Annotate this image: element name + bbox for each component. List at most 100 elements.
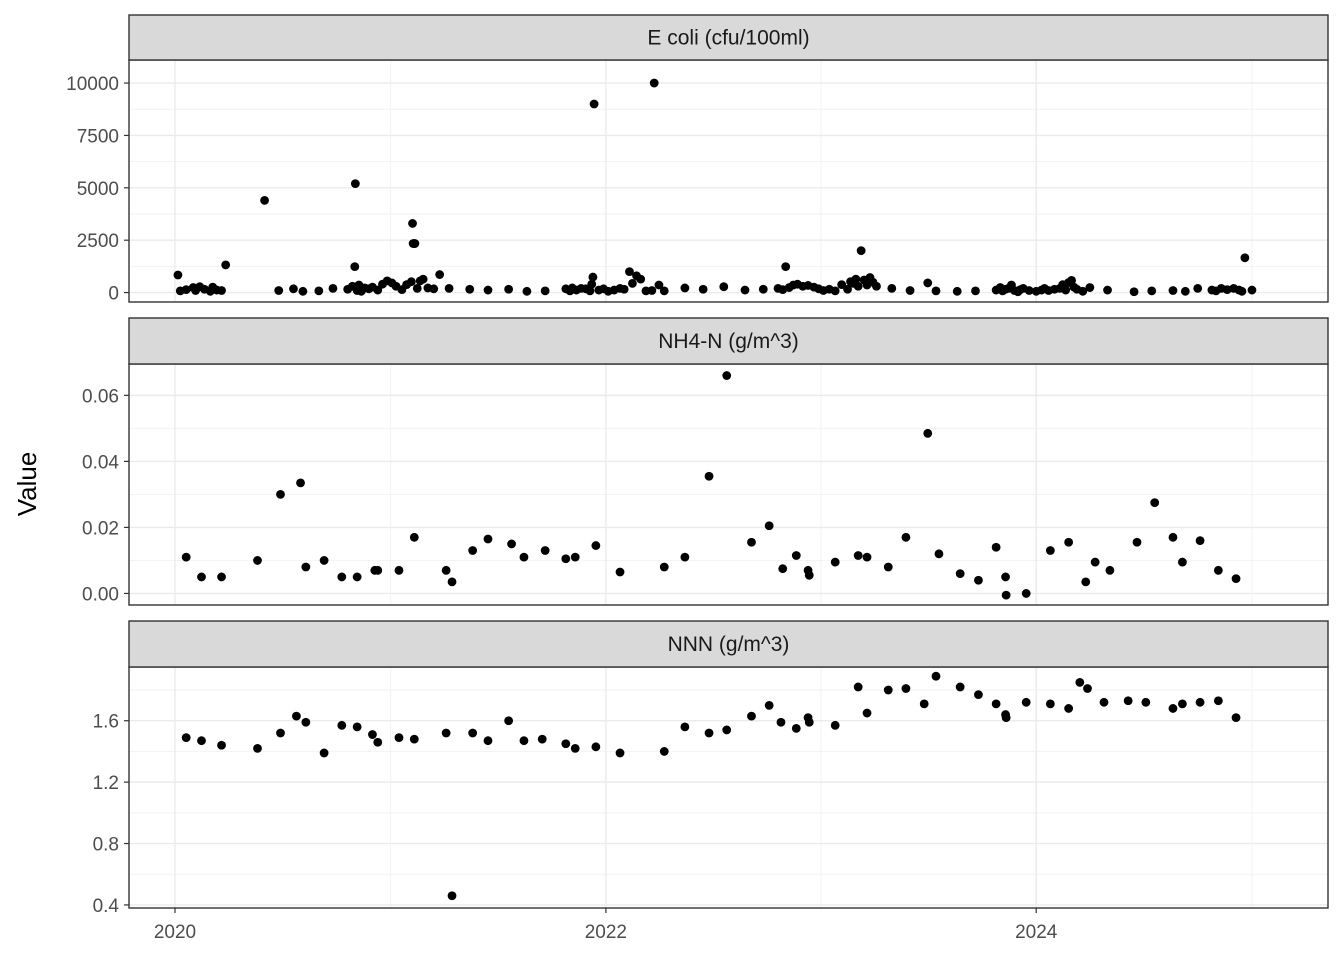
y-tick-label: 0 [108, 284, 119, 305]
y-tick-label: 10000 [66, 74, 119, 95]
data-point [418, 274, 428, 284]
data-point [1045, 546, 1055, 555]
data-point [1150, 498, 1160, 508]
data-point [447, 891, 457, 901]
data-point [856, 246, 866, 256]
data-point [851, 274, 861, 284]
data-point [1147, 286, 1157, 296]
data-point [1001, 572, 1010, 582]
data-point [862, 708, 872, 718]
y-tick-label: 5000 [77, 179, 119, 200]
data-point [698, 284, 708, 294]
data-point [1103, 285, 1112, 295]
panel-background [129, 364, 1328, 605]
x-tick-label: 2020 [154, 922, 196, 943]
data-point [1083, 684, 1092, 693]
data-point [260, 195, 269, 205]
data-point [181, 733, 191, 743]
data-point [589, 99, 599, 109]
data-point [1141, 697, 1151, 707]
data-point [197, 736, 206, 746]
data-point [465, 284, 475, 294]
data-point [722, 725, 732, 735]
data-point [1064, 704, 1074, 713]
panel-background [129, 60, 1328, 302]
data-point [758, 284, 768, 294]
y-tick-label: 1.6 [93, 712, 119, 733]
data-point [1231, 713, 1241, 723]
y-tick-label: 0.02 [82, 518, 119, 539]
data-point [901, 684, 911, 693]
data-point [1081, 577, 1091, 587]
data-point [406, 277, 416, 287]
data-point [628, 278, 637, 288]
data-point [350, 262, 360, 271]
data-point [853, 551, 863, 560]
data-point [441, 728, 451, 738]
data-point [435, 270, 445, 279]
y-tick-label: 0.00 [82, 584, 119, 605]
data-point [615, 748, 625, 758]
data-point [1085, 283, 1095, 292]
data-point [781, 262, 791, 271]
y-tick-label: 2500 [77, 231, 119, 252]
data-point [931, 286, 941, 296]
data-point [537, 734, 547, 744]
data-point [934, 549, 944, 559]
data-point [253, 743, 262, 753]
data-point [1061, 285, 1071, 295]
data-point [570, 552, 580, 562]
data-point [1132, 537, 1142, 547]
data-point [1064, 537, 1074, 547]
facet-strip [128, 14, 1329, 61]
data-point [619, 284, 629, 294]
data-point [1195, 536, 1205, 546]
data-point [883, 685, 893, 695]
data-point [1129, 287, 1139, 297]
data-point [468, 728, 478, 738]
data-point [931, 671, 941, 681]
data-point [319, 748, 329, 758]
facet-panel: 0.4 0.8 1.2 1.6 NNN (g/m^3) [93, 620, 1329, 917]
data-point [1099, 697, 1109, 707]
y-tick-label: 0.4 [93, 896, 120, 917]
y-tick-label: 7500 [77, 126, 119, 147]
data-point [747, 537, 756, 547]
data-point [974, 575, 983, 585]
data-point [659, 747, 669, 756]
data-point [1193, 283, 1203, 293]
data-point [764, 700, 774, 710]
data-point [901, 532, 911, 542]
data-point [337, 720, 347, 730]
data-point [585, 286, 595, 296]
data-point [373, 285, 383, 295]
data-point [587, 279, 597, 289]
data-point [776, 717, 786, 727]
data-point [1024, 286, 1034, 295]
data-point [1168, 532, 1178, 542]
data-point [1168, 286, 1178, 295]
data-point [747, 711, 756, 721]
data-point [540, 546, 550, 555]
data-point [887, 283, 897, 293]
data-point [680, 283, 690, 293]
data-point [853, 281, 863, 291]
y-tick-label: 0.06 [82, 386, 119, 407]
data-point [1123, 696, 1133, 706]
data-point [410, 239, 420, 248]
data-point [804, 717, 814, 727]
data-point [659, 562, 669, 572]
data-point [1021, 589, 1031, 598]
data-point [217, 572, 226, 582]
data-point [504, 284, 514, 294]
data-point [483, 736, 493, 746]
data-point [680, 552, 690, 562]
data-point [221, 260, 231, 270]
data-point [955, 682, 965, 692]
data-point [649, 78, 659, 88]
data-point [409, 734, 419, 744]
facet-strip-label: NNN (g/m^3) [668, 633, 790, 656]
data-point [337, 572, 347, 582]
data-point [301, 562, 311, 572]
